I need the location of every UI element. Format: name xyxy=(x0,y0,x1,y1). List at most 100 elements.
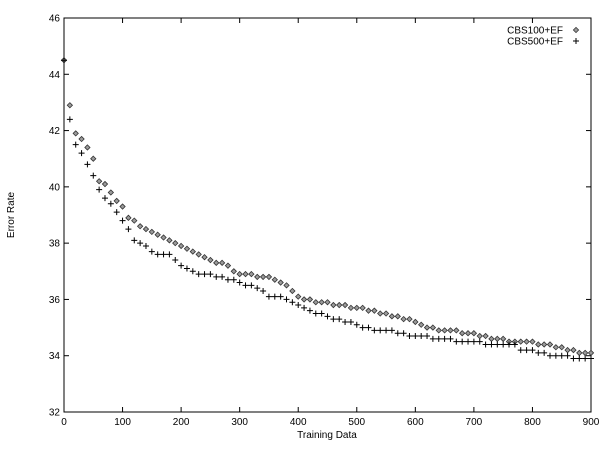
data-point xyxy=(254,285,261,292)
data-point xyxy=(500,341,507,348)
data-point xyxy=(300,296,308,303)
data-point xyxy=(119,217,126,224)
data-point xyxy=(136,223,144,230)
y-tick-label: 34 xyxy=(49,351,61,362)
data-point xyxy=(517,338,524,345)
data-point xyxy=(172,239,179,247)
data-point xyxy=(564,352,571,359)
data-point xyxy=(230,276,237,283)
data-point xyxy=(101,195,108,202)
data-point xyxy=(66,116,73,123)
data-point xyxy=(482,341,489,348)
data-point xyxy=(400,315,407,323)
data-point xyxy=(347,318,354,325)
data-marks xyxy=(60,57,595,362)
data-point xyxy=(148,228,155,236)
data-point xyxy=(558,344,565,351)
data-point xyxy=(576,349,583,357)
data-point xyxy=(406,315,413,323)
data-point xyxy=(301,304,308,311)
data-point xyxy=(394,330,401,337)
data-point xyxy=(488,335,495,342)
data-point xyxy=(494,341,501,348)
data-point xyxy=(523,347,530,354)
data-point xyxy=(318,310,325,317)
data-point xyxy=(219,273,226,280)
data-point xyxy=(66,102,74,109)
data-point xyxy=(500,335,507,342)
data-point xyxy=(260,287,267,294)
data-point xyxy=(482,332,489,340)
data-point xyxy=(160,251,167,258)
data-point xyxy=(447,335,454,342)
data-point xyxy=(195,271,202,278)
data-point xyxy=(406,333,413,340)
data-point xyxy=(207,271,214,278)
data-point xyxy=(207,256,214,264)
y-tick-label: 38 xyxy=(49,239,61,250)
data-point xyxy=(224,262,232,269)
data-point xyxy=(359,304,366,312)
data-point xyxy=(90,172,97,179)
data-point xyxy=(166,237,173,244)
x-tick-label: 100 xyxy=(114,417,131,428)
data-point xyxy=(236,279,243,286)
data-point xyxy=(353,304,360,312)
data-point xyxy=(570,346,577,354)
data-point xyxy=(213,259,220,267)
data-point xyxy=(137,240,144,247)
data-point xyxy=(72,141,79,148)
data-point xyxy=(435,327,442,334)
data-point xyxy=(78,150,85,157)
x-tick-label: 500 xyxy=(348,417,365,428)
data-point xyxy=(523,338,530,345)
data-point xyxy=(183,265,190,272)
data-point xyxy=(470,338,477,345)
data-point xyxy=(535,349,542,356)
data-point xyxy=(125,226,132,233)
data-point xyxy=(218,259,226,267)
data-point xyxy=(476,332,483,340)
data-point xyxy=(581,349,589,357)
data-point xyxy=(418,321,425,328)
data-point xyxy=(271,293,278,300)
data-point xyxy=(447,327,454,334)
data-point xyxy=(388,313,396,320)
plot-frame xyxy=(63,17,592,413)
data-point xyxy=(365,324,372,331)
data-point xyxy=(382,310,390,317)
data-point xyxy=(142,242,149,249)
data-point xyxy=(242,270,249,278)
data-point xyxy=(394,313,401,320)
data-point xyxy=(166,251,173,258)
data-point xyxy=(248,282,255,289)
data-point xyxy=(547,352,554,359)
x-axis-label: Training Data xyxy=(297,430,357,441)
data-point xyxy=(330,301,337,309)
data-point xyxy=(429,324,437,331)
data-point xyxy=(96,186,103,193)
data-point xyxy=(546,341,554,348)
data-point xyxy=(254,273,261,281)
legend-label: CBS100+EF xyxy=(507,26,563,37)
data-point xyxy=(540,341,548,348)
data-point xyxy=(435,335,442,342)
data-point xyxy=(359,324,366,331)
data-point xyxy=(119,203,126,210)
data-point xyxy=(558,352,565,359)
data-point xyxy=(341,301,349,309)
data-point xyxy=(101,180,109,188)
data-point xyxy=(312,310,319,317)
x-tick-label: 400 xyxy=(290,417,307,428)
data-point xyxy=(336,301,343,309)
data-point xyxy=(84,161,91,168)
data-point xyxy=(183,245,191,252)
axis-ticks xyxy=(63,17,592,413)
x-tick-label: 300 xyxy=(231,417,248,428)
data-point xyxy=(564,346,571,354)
data-point xyxy=(347,304,355,312)
data-point xyxy=(318,299,325,306)
data-point xyxy=(213,273,220,280)
x-tick-label: 800 xyxy=(524,417,541,428)
